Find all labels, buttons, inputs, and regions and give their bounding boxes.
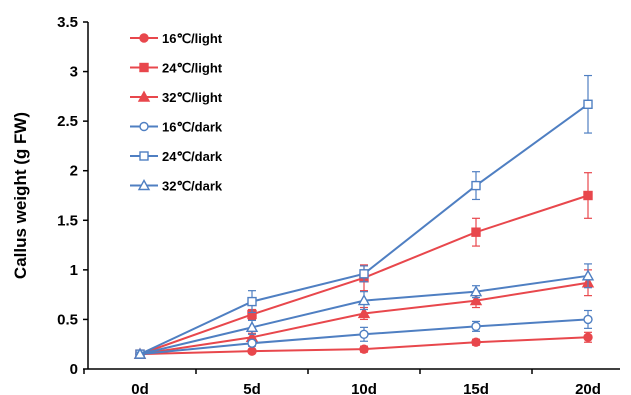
y-tick-label: 2	[70, 163, 78, 180]
series-5	[133, 263, 595, 359]
data-point	[583, 332, 593, 342]
x-tick-label: 0d	[131, 381, 149, 395]
legend-item-1: 24℃/light	[130, 61, 223, 76]
data-point	[357, 294, 371, 306]
y-tick-label: 1	[70, 262, 78, 279]
legend-marker	[139, 33, 149, 43]
data-point	[583, 190, 593, 201]
series-layer	[133, 74, 595, 359]
data-point	[245, 320, 259, 333]
x-ticks: 0d 5d 10d 15d 20d	[83, 369, 601, 395]
data-point	[357, 307, 371, 319]
legend: 16℃/light 24℃/light 32℃/light 16℃/dark 24℃/d…	[130, 31, 223, 194]
legend-marker	[139, 62, 149, 73]
legend-label: 24℃/light	[162, 61, 223, 76]
data-point	[471, 180, 481, 191]
data-point	[471, 227, 481, 237]
legend-marker	[137, 179, 151, 191]
data-point	[359, 269, 369, 279]
legend-item-5: 32℃/dark	[130, 179, 223, 194]
y-tick-label: 0.5	[57, 311, 78, 328]
data-point	[581, 269, 595, 281]
legend-item-4: 24℃/dark	[130, 149, 223, 164]
y-tick-label: 2.5	[57, 113, 78, 130]
legend-label: 32℃/dark	[162, 179, 223, 194]
y-tick-label: 1.5	[57, 212, 78, 229]
data-point	[583, 314, 593, 325]
data-point	[471, 321, 481, 332]
legend-label: 24℃/dark	[162, 149, 223, 164]
x-tick-label: 5d	[243, 381, 261, 395]
data-point	[133, 347, 147, 359]
data-point	[247, 296, 257, 307]
legend-marker	[139, 151, 149, 161]
x-tick-label: 10d	[351, 381, 377, 395]
x-tick-label: 20d	[575, 381, 601, 395]
legend-label: 16℃/dark	[162, 120, 223, 135]
legend-marker	[137, 90, 151, 102]
data-point	[247, 338, 257, 348]
data-point	[359, 329, 369, 339]
y-tick-label: 3.5	[57, 14, 78, 31]
legend-item-3: 16℃/dark	[130, 120, 223, 135]
data-point	[583, 99, 593, 109]
legend-item-0: 16℃/light	[130, 31, 223, 46]
y-tick-label: 3	[70, 64, 78, 81]
data-point	[469, 285, 483, 297]
legend-marker	[139, 121, 149, 132]
axes: 0 0.5 1 1.5 2 2.5 3 3.5 0d 5d 10d 15d 20d	[57, 14, 620, 395]
x-tick-label: 15d	[463, 381, 489, 395]
data-point	[247, 346, 257, 356]
y-ticks: 0 0.5 1 1.5 2 2.5 3 3.5	[57, 14, 88, 378]
data-point	[469, 294, 483, 306]
legend-label: 16℃/light	[162, 31, 223, 46]
data-point	[471, 337, 481, 347]
y-tick-label: 0	[70, 361, 78, 378]
legend-item-2: 32℃/light	[130, 90, 223, 105]
legend-label: 32℃/light	[162, 90, 223, 105]
data-point	[359, 344, 369, 354]
y-axis-title: Callus weight (g FW)	[11, 112, 30, 279]
